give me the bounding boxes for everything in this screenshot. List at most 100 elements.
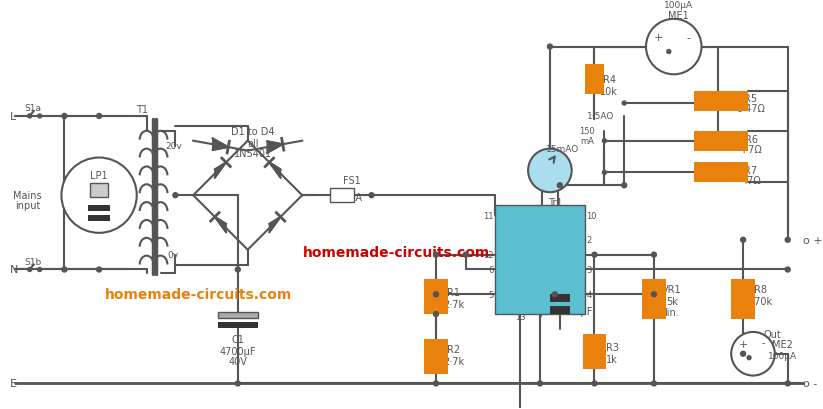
Text: 15mAO: 15mAO — [546, 145, 579, 154]
Circle shape — [38, 268, 42, 272]
Bar — [583, 334, 607, 369]
Text: L: L — [10, 112, 16, 121]
Bar — [550, 294, 570, 303]
Text: ME2: ME2 — [772, 339, 793, 349]
Text: 1k: 1k — [607, 354, 618, 364]
Circle shape — [602, 171, 607, 175]
Circle shape — [62, 114, 67, 119]
Circle shape — [785, 267, 790, 272]
Circle shape — [621, 183, 626, 188]
Text: 1N5401: 1N5401 — [234, 148, 272, 158]
Circle shape — [592, 252, 597, 258]
Circle shape — [652, 381, 657, 386]
Circle shape — [741, 351, 746, 356]
Text: 100μA: 100μA — [768, 351, 797, 360]
Text: 4: 4 — [587, 290, 592, 299]
Circle shape — [622, 102, 626, 106]
Circle shape — [592, 381, 597, 386]
Circle shape — [434, 381, 439, 386]
Text: T1: T1 — [136, 105, 147, 115]
Text: homemade-circuits.com: homemade-circuits.com — [105, 288, 292, 301]
Circle shape — [652, 252, 657, 258]
Text: 2·7k: 2·7k — [444, 356, 464, 366]
Text: N: N — [10, 265, 18, 275]
Text: mA: mA — [580, 137, 594, 146]
Text: 10: 10 — [587, 211, 597, 220]
Circle shape — [434, 252, 439, 258]
Circle shape — [537, 381, 542, 386]
Bar — [694, 163, 748, 183]
Text: 10k: 10k — [601, 87, 618, 97]
Circle shape — [652, 292, 657, 297]
Circle shape — [173, 193, 178, 198]
Bar — [88, 216, 110, 221]
Bar — [218, 312, 258, 318]
Text: 5: 5 — [488, 290, 494, 299]
Text: ME1: ME1 — [668, 11, 689, 21]
Bar — [642, 280, 666, 319]
Bar — [731, 280, 755, 319]
Text: R6: R6 — [745, 135, 757, 144]
Text: homemade-circuits.com: homemade-circuits.com — [303, 245, 490, 259]
Circle shape — [38, 115, 42, 119]
Text: FS1: FS1 — [343, 176, 360, 186]
Text: o -: o - — [802, 378, 816, 389]
Text: 1·5AO: 1·5AO — [587, 112, 614, 121]
Text: 120pF: 120pF — [562, 306, 593, 316]
Text: 2: 2 — [587, 236, 592, 245]
Text: R1: R1 — [447, 288, 460, 298]
Bar — [550, 306, 570, 314]
Text: Out: Out — [764, 329, 782, 339]
Text: R3: R3 — [606, 342, 619, 352]
Text: 4700μF: 4700μF — [220, 346, 256, 356]
Text: S1a: S1a — [24, 104, 41, 113]
Text: 0·47Ω: 0·47Ω — [737, 104, 765, 114]
Text: TIP33A: TIP33A — [539, 208, 570, 217]
Text: input: input — [15, 200, 40, 211]
Text: -: - — [686, 33, 690, 43]
Text: R7: R7 — [745, 166, 758, 176]
Circle shape — [96, 267, 101, 272]
Text: 0v: 0v — [168, 251, 179, 259]
Circle shape — [463, 252, 468, 258]
Polygon shape — [212, 139, 228, 151]
Text: 5k: 5k — [666, 297, 677, 306]
Text: all: all — [247, 138, 258, 148]
Circle shape — [62, 158, 137, 233]
Circle shape — [547, 45, 552, 50]
Bar — [694, 92, 748, 112]
Circle shape — [28, 268, 32, 272]
Circle shape — [552, 292, 557, 297]
Circle shape — [731, 332, 774, 375]
Circle shape — [646, 20, 701, 75]
Circle shape — [741, 238, 746, 243]
Text: lin.: lin. — [664, 307, 679, 317]
Text: 1·5A: 1·5A — [341, 193, 363, 203]
Circle shape — [235, 267, 240, 272]
Text: C2: C2 — [571, 294, 584, 304]
Bar — [424, 280, 448, 314]
Text: R2: R2 — [447, 344, 460, 354]
Circle shape — [96, 114, 101, 119]
Text: Tr1: Tr1 — [547, 198, 562, 208]
Bar — [330, 189, 354, 202]
Text: 47Ω: 47Ω — [742, 176, 761, 186]
Circle shape — [602, 139, 607, 143]
Text: +: + — [738, 339, 748, 349]
Text: D1 to D4: D1 to D4 — [231, 126, 274, 137]
Text: 470k: 470k — [749, 297, 773, 306]
Text: R5: R5 — [745, 94, 758, 104]
Text: IC1: IC1 — [529, 245, 551, 258]
Text: Mains: Mains — [13, 191, 42, 201]
Text: -: - — [761, 337, 765, 347]
Text: LP1: LP1 — [91, 171, 108, 181]
Bar — [694, 131, 748, 151]
Circle shape — [785, 381, 790, 386]
Bar — [218, 322, 258, 328]
Text: VR1: VR1 — [662, 285, 681, 294]
Bar — [88, 206, 110, 211]
Text: 3: 3 — [587, 265, 592, 274]
Text: 2·7k: 2·7k — [444, 299, 464, 310]
Polygon shape — [215, 163, 226, 178]
Text: 12: 12 — [483, 251, 494, 259]
